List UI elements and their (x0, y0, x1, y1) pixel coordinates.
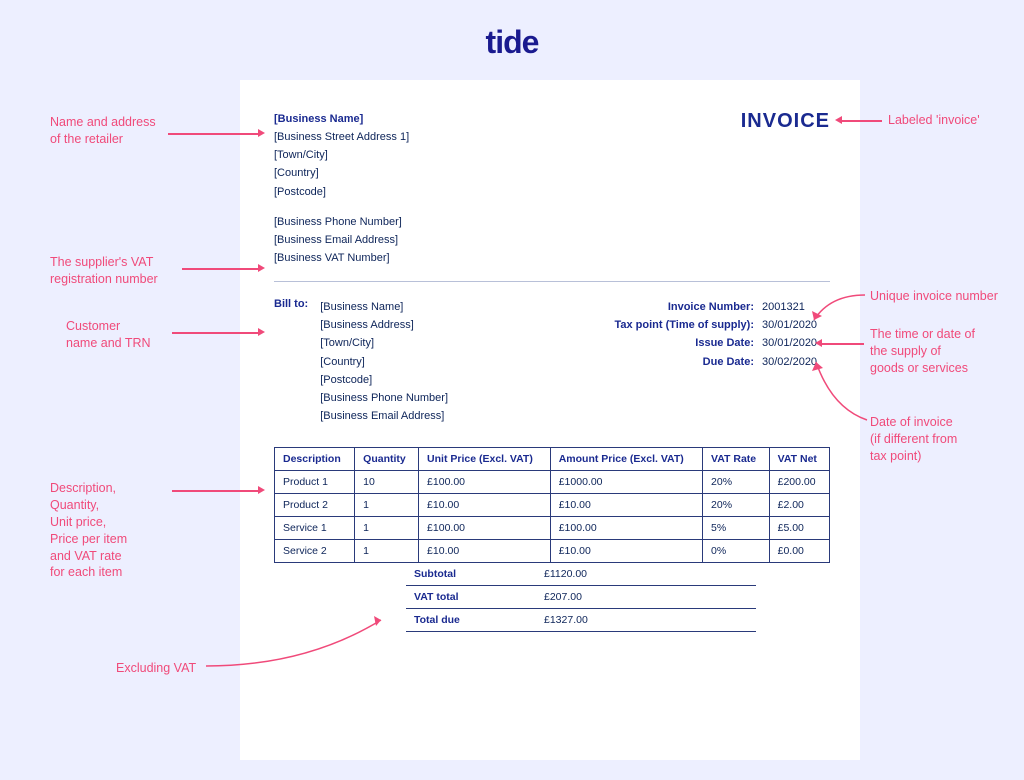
billto-town: [Town/City] (320, 334, 448, 352)
annotation-date-invoice: Date of invoice (if different from tax p… (870, 414, 957, 465)
arrow-curve (810, 290, 870, 330)
business-email: [Business Email Address] (274, 231, 409, 249)
vat-total-value: £207.00 (544, 591, 684, 603)
annotation-supply-time: The time or date of the supply of goods … (870, 326, 975, 377)
col-amount: Amount Price (Excl. VAT) (550, 448, 702, 471)
business-contact-block: [Business Phone Number] [Business Email … (274, 213, 409, 267)
totals-block: Subtotal£1120.00 VAT total£207.00 Total … (406, 563, 756, 632)
table-row: Product 21£10.00£10.0020%£2.00 (275, 494, 830, 517)
arrow-curve (206, 614, 406, 674)
col-quantity: Quantity (355, 448, 419, 471)
business-street: [Business Street Address 1] (274, 128, 409, 146)
table-row: Product 110£100.00£1000.0020%£200.00 (275, 471, 830, 494)
arrow-head-icon (258, 129, 265, 137)
col-vat-rate: VAT Rate (703, 448, 770, 471)
arrow-line (168, 133, 258, 135)
business-postcode: [Postcode] (274, 183, 409, 201)
business-name: [Business Name] (274, 110, 409, 128)
line-items-table: Description Quantity Unit Price (Excl. V… (274, 447, 830, 563)
arrow-line (172, 490, 258, 492)
arrow-head-icon (815, 339, 822, 347)
tax-point-label: Tax point (Time of supply): (614, 316, 754, 334)
annotation-retailer: Name and address of the retailer (50, 114, 156, 148)
arrow-line (182, 268, 258, 270)
invoice-title: INVOICE (741, 110, 830, 267)
table-row: Service 11£100.00£100.005%£5.00 (275, 517, 830, 540)
arrow-head-icon (258, 264, 265, 272)
subtotal-label: Subtotal (414, 568, 544, 580)
billto-postcode: [Postcode] (320, 371, 448, 389)
arrow-line (172, 332, 258, 334)
arrow-line (822, 343, 864, 345)
subtotal-value: £1120.00 (544, 568, 684, 580)
brand-logo: tide (486, 24, 539, 61)
table-row: Service 21£10.00£10.000%£0.00 (275, 540, 830, 563)
arrow-line (842, 120, 882, 122)
table-header-row: Description Quantity Unit Price (Excl. V… (275, 448, 830, 471)
business-vat: [Business VAT Number] (274, 249, 409, 267)
business-town: [Town/City] (274, 146, 409, 164)
col-vat-net: VAT Net (769, 448, 829, 471)
issue-date-label: Issue Date: (695, 334, 754, 352)
arrow-head-icon (835, 116, 842, 124)
due-date-label: Due Date: (703, 353, 754, 371)
divider (274, 281, 830, 282)
annotation-unique-number: Unique invoice number (870, 288, 998, 305)
annotation-vat-reg: The supplier's VAT registration number (50, 254, 158, 288)
arrow-head-icon (258, 486, 265, 494)
annotation-customer: Customer name and TRN (66, 318, 151, 352)
business-phone: [Business Phone Number] (274, 213, 409, 231)
annotation-items: Description, Quantity, Unit price, Price… (50, 480, 127, 581)
total-due-label: Total due (414, 614, 544, 626)
business-address-block: [Business Name] [Business Street Address… (274, 110, 409, 201)
arrow-curve (812, 358, 872, 428)
billto-address: [Business Address] (320, 316, 448, 334)
invoice-number-label: Invoice Number: (668, 298, 754, 316)
billto-email: [Business Email Address] (320, 407, 448, 425)
annotation-ex-vat: Excluding VAT (116, 660, 196, 677)
bill-to-block: [Business Name] [Business Address] [Town… (320, 298, 448, 425)
annotation-labeled-invoice: Labeled 'invoice' (888, 112, 980, 129)
invoice-meta: Invoice Number:2001321 Tax point (Time o… (614, 298, 830, 425)
billto-phone: [Business Phone Number] (320, 389, 448, 407)
arrow-head-icon (258, 328, 265, 336)
col-description: Description (275, 448, 355, 471)
business-country: [Country] (274, 164, 409, 182)
bill-to-label: Bill to: (274, 298, 308, 425)
billto-name: [Business Name] (320, 298, 448, 316)
col-unit-price: Unit Price (Excl. VAT) (419, 448, 551, 471)
billto-country: [Country] (320, 353, 448, 371)
vat-total-label: VAT total (414, 591, 544, 603)
total-due-value: £1327.00 (544, 614, 684, 626)
